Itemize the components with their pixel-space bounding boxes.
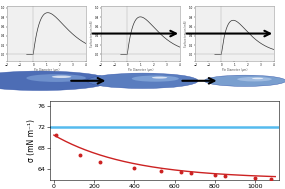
Ellipse shape — [152, 77, 167, 79]
Point — [223, 174, 227, 177]
Ellipse shape — [26, 74, 86, 82]
Ellipse shape — [52, 76, 71, 78]
Y-axis label: Surface tension (mN): Surface tension (mN) — [90, 20, 94, 47]
Point — [158, 169, 163, 172]
Ellipse shape — [0, 71, 110, 91]
Ellipse shape — [87, 73, 198, 88]
Point — [213, 174, 217, 177]
X-axis label: Pin Diameter (µm): Pin Diameter (µm) — [222, 68, 247, 72]
Point — [253, 177, 257, 180]
Point — [269, 177, 274, 180]
X-axis label: Pin Diameter (µm): Pin Diameter (µm) — [34, 68, 59, 72]
Y-axis label: σ (mN m⁻¹): σ (mN m⁻¹) — [27, 119, 36, 162]
Point — [54, 134, 58, 137]
Point — [78, 154, 82, 157]
Ellipse shape — [132, 76, 179, 82]
Y-axis label: Surface tension (mN): Surface tension (mN) — [184, 20, 188, 47]
Ellipse shape — [252, 78, 263, 79]
X-axis label: Pin Diameter (µm): Pin Diameter (µm) — [128, 68, 153, 72]
Point — [188, 172, 193, 175]
Point — [98, 161, 103, 164]
Ellipse shape — [237, 77, 272, 81]
Ellipse shape — [204, 75, 285, 86]
Point — [178, 171, 183, 174]
Point — [132, 166, 137, 169]
